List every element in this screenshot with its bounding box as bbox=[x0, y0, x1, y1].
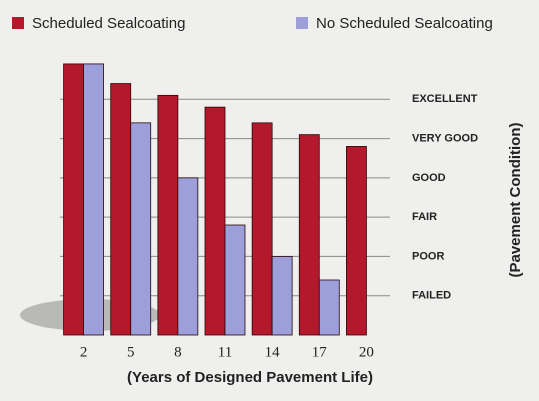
bar bbox=[130, 122, 152, 336]
y-tick-label: POOR bbox=[412, 250, 444, 262]
x-axis-title: (Years of Designed Pavement Life) bbox=[127, 369, 373, 386]
bar bbox=[110, 83, 132, 336]
bar bbox=[346, 146, 367, 336]
bar bbox=[251, 122, 273, 336]
bar bbox=[224, 224, 246, 336]
legend-label: No Scheduled Sealcoating bbox=[316, 15, 493, 32]
legend-label: Scheduled Sealcoating bbox=[32, 15, 185, 32]
legend-swatch bbox=[12, 17, 24, 29]
bar bbox=[298, 134, 320, 336]
y-tick-label: VERY GOOD bbox=[412, 132, 478, 144]
bar bbox=[63, 63, 84, 336]
bar bbox=[83, 63, 104, 336]
y-tick-label: GOOD bbox=[412, 172, 446, 184]
y-tick-label: FAIR bbox=[412, 211, 437, 223]
bar bbox=[177, 177, 199, 336]
y-tick-label: EXCELLENT bbox=[412, 93, 478, 105]
x-tick-label: 8 bbox=[174, 344, 182, 360]
y-axis-title: (Pavement Condition) bbox=[507, 122, 524, 277]
x-tick-label: 17 bbox=[312, 344, 328, 360]
x-tick-label: 2 bbox=[80, 344, 88, 360]
bar bbox=[204, 106, 226, 336]
bar bbox=[271, 256, 293, 336]
bar bbox=[318, 279, 340, 336]
legend-swatch bbox=[296, 17, 308, 29]
bar bbox=[157, 94, 179, 336]
x-tick-label: 5 bbox=[127, 344, 135, 360]
y-tick-label: FAILED bbox=[412, 290, 451, 302]
x-tick-label: 14 bbox=[265, 344, 281, 360]
x-tick-label: 11 bbox=[218, 344, 232, 360]
x-tick-label: 20 bbox=[359, 344, 374, 360]
